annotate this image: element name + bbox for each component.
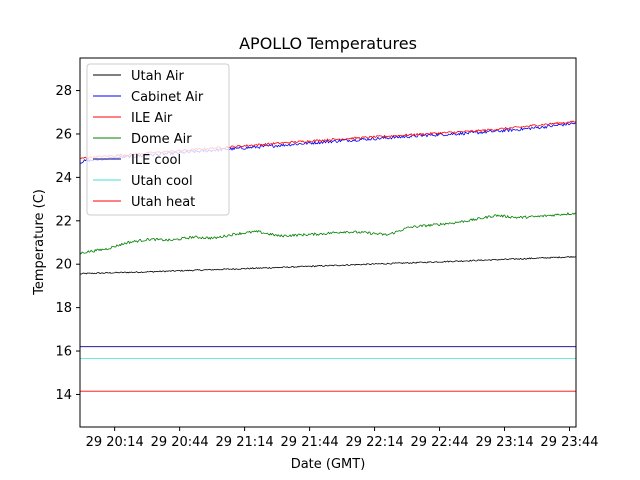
y-tick-label: 24	[55, 171, 72, 186]
legend-label-cabinet-air: Cabinet Air	[131, 90, 204, 105]
legend: Utah Air Cabinet Air ILE Air Dome Air ILE co…	[86, 63, 230, 216]
chart-title: APOLLO Temperatures	[239, 34, 417, 53]
legend-box	[86, 63, 230, 216]
y-tick-label: 28	[55, 84, 72, 99]
legend-label-ile-cool: ILE cool	[131, 153, 181, 168]
plot-frame	[79, 57, 577, 428]
series-layer	[79, 120, 577, 392]
y-tick-label: 22	[55, 214, 72, 229]
series-line-dome-air	[79, 212, 577, 255]
y-axis-ticks: 14 16 18 20 22 24 26 28	[55, 84, 80, 403]
x-tick-label: 29 20:44	[151, 435, 209, 450]
series-line-utah-air	[79, 255, 577, 275]
x-axis-label: Date (GMT)	[291, 457, 366, 472]
legend-label-utah-heat: Utah heat	[131, 195, 195, 210]
y-tick-label: 26	[55, 127, 72, 142]
legend-label-utah-air: Utah Air	[131, 69, 184, 84]
y-tick-label: 18	[55, 301, 72, 316]
x-tick-label: 29 20:14	[86, 435, 144, 450]
x-tick-label: 29 21:14	[216, 435, 274, 450]
y-tick-label: 20	[55, 258, 72, 273]
x-tick-label: 29 21:44	[281, 435, 339, 450]
y-tick-label: 16	[55, 345, 72, 360]
x-tick-label: 29 23:14	[475, 435, 533, 450]
y-tick-label: 14	[55, 388, 72, 403]
x-tick-label: 29 22:44	[410, 435, 468, 450]
x-tick-label: 29 22:14	[345, 435, 403, 450]
x-tick-label: 29 23:44	[540, 435, 598, 450]
legend-label-ile-air: ILE Air	[131, 111, 173, 126]
y-axis-label: Temperature (C)	[32, 189, 47, 296]
legend-label-dome-air: Dome Air	[131, 132, 192, 147]
x-axis-ticks: 29 20:14 29 20:44 29 21:14 29 21:44 29 22:14…	[86, 427, 599, 450]
legend-items: Utah Air Cabinet Air ILE Air Dome Air ILE co…	[93, 69, 204, 210]
legend-label-utah-cool: Utah cool	[131, 174, 193, 189]
